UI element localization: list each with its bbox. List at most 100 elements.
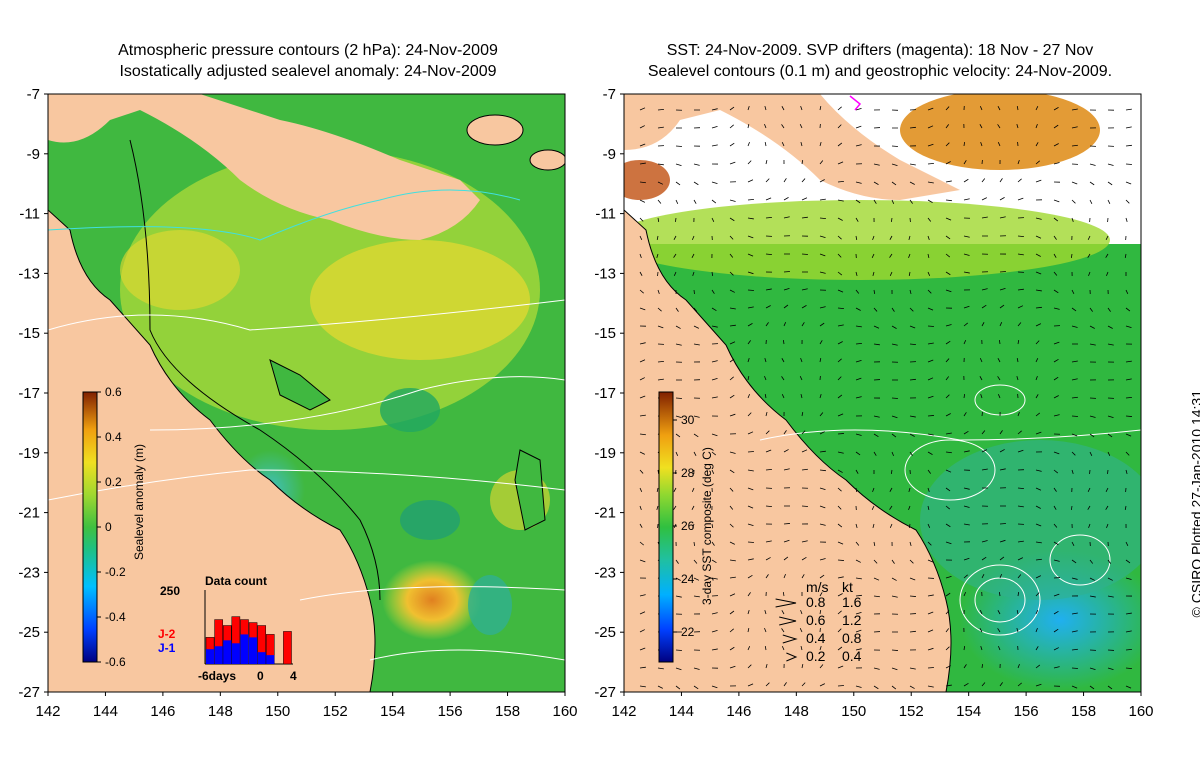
velocity-arrow <box>889 253 893 258</box>
velocity-legend-kt: 0.4 <box>842 648 862 664</box>
velocity-arrow <box>800 357 803 363</box>
velocity-arrow <box>963 664 967 669</box>
velocity-arrow <box>890 469 893 475</box>
velocity-arrow <box>675 595 682 598</box>
velocity-arrow <box>1035 323 1042 327</box>
left-xtick-label: 154 <box>380 703 405 720</box>
velocity-arrow <box>819 664 824 669</box>
velocity-arrow <box>963 430 969 435</box>
velocity-arrow <box>801 468 808 471</box>
velocity-arrow <box>1125 469 1128 475</box>
velocity-arrow <box>639 107 646 111</box>
velocity-arrow <box>1053 143 1059 147</box>
velocity-arrow <box>1071 360 1078 363</box>
velocity-arrow <box>837 358 842 363</box>
velocity-arrow <box>819 322 825 327</box>
velocity-arrow <box>729 487 734 492</box>
velocity-arrow <box>997 142 1001 147</box>
velocity-arrow <box>891 433 897 438</box>
left-ytick-label: -15 <box>18 325 40 342</box>
velocity-arrow <box>711 612 718 615</box>
velocity-arrow <box>1035 160 1040 165</box>
left-title-line1: Atmospheric pressure contours (2 hPa): 2… <box>118 42 498 59</box>
velocity-arrow <box>927 469 932 474</box>
velocity-arrow <box>673 253 677 258</box>
velocity-arrow <box>729 469 735 474</box>
velocity-arrow <box>639 235 643 240</box>
velocity-arrow <box>1071 630 1078 633</box>
velocity-arrow <box>729 646 735 651</box>
velocity-arrow <box>945 124 950 129</box>
velocity-arrow <box>963 505 970 508</box>
right-ytick-label: -25 <box>594 624 616 641</box>
velocity-arrow <box>819 217 826 220</box>
velocity-arrow <box>819 141 822 147</box>
velocity-arrow <box>711 541 715 546</box>
right-ytick-label: -9 <box>603 146 616 163</box>
velocity-arrow <box>945 161 951 165</box>
velocity-arrow <box>656 487 659 493</box>
velocity-arrow <box>963 450 970 453</box>
velocity-arrow <box>963 393 966 399</box>
velocity-arrow <box>1017 411 1020 417</box>
velocity-arrow <box>657 685 663 689</box>
velocity-arrow <box>908 523 911 529</box>
velocity-arrow <box>855 235 858 241</box>
velocity-arrow <box>873 451 877 456</box>
right-xtick-label: 160 <box>1128 703 1153 720</box>
velocity-arrow <box>837 469 843 473</box>
velocity-arrow <box>1053 487 1057 492</box>
velocity-arrow <box>1035 541 1042 544</box>
velocity-arrow <box>764 123 767 129</box>
velocity-arrow <box>747 253 754 257</box>
velocity-arrow <box>873 559 878 564</box>
velocity-arrow <box>963 523 970 526</box>
velocity-arrow <box>945 106 950 111</box>
velocity-arrow <box>981 682 986 687</box>
velocity-arrow <box>855 396 862 399</box>
left-xtick-label: 152 <box>323 703 348 720</box>
right-xtick-label: 154 <box>956 703 981 720</box>
velocity-arrow <box>1089 325 1095 329</box>
velocity-arrow <box>783 197 789 201</box>
velocity-arrow <box>837 505 842 510</box>
velocity-arrow <box>711 360 718 363</box>
velocity-arrow <box>711 144 718 147</box>
velocity-arrow <box>729 610 735 615</box>
velocity-arrow <box>693 451 697 456</box>
velocity-arrow <box>871 505 875 510</box>
velocity-arrow <box>909 289 912 295</box>
colorbar-tick-label: 0.6 <box>105 385 122 399</box>
velocity-arrow <box>1087 235 1091 240</box>
velocity-arrow <box>1125 163 1132 165</box>
velocity-arrow <box>711 325 718 328</box>
velocity-arrow <box>855 181 862 184</box>
velocity-arrow <box>872 271 875 277</box>
velocity-arrow <box>819 450 826 453</box>
velocity-arrow <box>711 289 715 294</box>
velocity-arrow <box>765 305 771 309</box>
data-count-title: Data count <box>205 574 267 588</box>
velocity-arrow <box>765 469 772 471</box>
velocity-arrow <box>837 161 844 165</box>
velocity-arrow <box>927 107 934 111</box>
velocity-arrow <box>711 648 718 651</box>
velocity-arrow <box>927 253 930 259</box>
velocity-arrow <box>855 451 861 456</box>
velocity-arrow <box>639 685 646 688</box>
velocity-arrow <box>1088 271 1091 277</box>
velocity-arrow <box>675 343 682 346</box>
velocity-arrow <box>783 178 787 183</box>
velocity-arrow <box>747 574 753 579</box>
velocity-arrow <box>889 271 893 276</box>
velocity-arrow <box>945 541 952 545</box>
velocity-arrow <box>1071 289 1075 294</box>
velocity-arrow <box>855 377 862 381</box>
velocity-arrow <box>999 449 1005 453</box>
velocity-arrow <box>909 325 916 329</box>
velocity-arrow <box>657 199 662 204</box>
velocity-arrow <box>1087 253 1091 258</box>
velocity-legend-ms: 0.6 <box>806 612 826 628</box>
velocity-arrow <box>819 179 825 183</box>
velocity-arrow <box>783 216 790 219</box>
